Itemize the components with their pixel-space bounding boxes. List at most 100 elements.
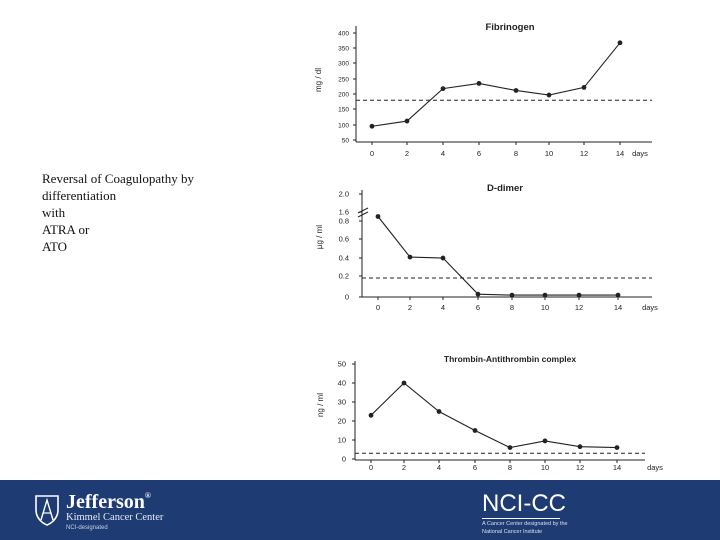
y-tick-label: 200 — [338, 92, 349, 99]
axis-break-mark — [357, 211, 369, 218]
x-tick-label: 10 — [541, 463, 549, 472]
x-tick-label: 6 — [476, 303, 480, 312]
x-tick-label: 8 — [508, 463, 512, 472]
axis-break-mark — [357, 207, 369, 214]
x-tick-label: 12 — [575, 303, 583, 312]
x-axis-label: days — [632, 149, 648, 158]
series-line — [371, 42, 621, 127]
data-point — [440, 255, 446, 261]
y-tick-label: 50 — [342, 138, 350, 145]
x-tick-label: 4 — [441, 303, 445, 312]
x-axis-label: days — [647, 463, 663, 472]
slide-title-line: Reversal of Coagulopathy by — [42, 171, 194, 186]
data-point — [436, 409, 442, 414]
y-tick-label: 0.6 — [339, 235, 349, 244]
x-tick-label: 14 — [616, 149, 624, 158]
y-tick-label: 2.0 — [339, 190, 349, 199]
footer-bar: Jefferson® Kimmel Cancer Center NCI-desi… — [0, 480, 720, 540]
x-tick-label: 2 — [402, 463, 406, 472]
y-tick-label: 0 — [345, 293, 349, 302]
data-point — [581, 85, 587, 90]
nci-divider — [482, 518, 560, 519]
data-point — [401, 380, 407, 386]
x-tick-label: 8 — [510, 303, 514, 312]
x-tick-label: 12 — [576, 463, 584, 472]
nci-tagline-1: A Cancer Center designated by the — [482, 521, 568, 527]
x-tick-label: 4 — [437, 463, 441, 472]
data-point — [369, 123, 375, 129]
data-point — [576, 292, 582, 298]
series-line — [377, 216, 618, 296]
y-axis-label: mg / dl — [314, 68, 323, 92]
slide-title-line: with — [42, 205, 66, 220]
x-tick-label: 0 — [376, 303, 380, 312]
data-point — [542, 438, 548, 444]
data-point — [513, 88, 519, 93]
x-tick-label: 2 — [408, 303, 412, 312]
y-axis-label: µg / ml — [315, 225, 324, 249]
x-tick-label: 6 — [473, 463, 477, 472]
x-tick-label: 6 — [477, 149, 481, 158]
chart-title: Fibrinogen — [485, 22, 534, 33]
y-tick-label: 350 — [338, 46, 349, 53]
y-tick-label: 400 — [338, 31, 349, 38]
data-point — [472, 428, 478, 433]
data-point — [507, 445, 513, 450]
y-tick-label: 0 — [342, 455, 346, 464]
jefferson-subtitle: Kimmel Cancer Center — [66, 512, 164, 523]
data-point — [617, 40, 623, 46]
jefferson-shield-icon — [35, 495, 59, 526]
y-tick-label: 250 — [338, 77, 349, 84]
data-point — [615, 292, 621, 298]
slide-title-line: differentiation — [42, 188, 117, 203]
y-tick-label: 40 — [338, 379, 346, 388]
y-tick-label: 20 — [338, 417, 346, 426]
x-axis-label: days — [642, 303, 658, 312]
data-point — [407, 254, 413, 260]
chart-title: Thrombin-Antithrombin complex — [444, 354, 576, 364]
y-tick-label: 1.6 — [339, 208, 349, 217]
slide-title: Reversal of Coagulopathy by differentiat… — [42, 170, 242, 255]
y-tick-label: 100 — [338, 123, 349, 130]
data-point — [404, 118, 410, 124]
series-line — [370, 382, 618, 449]
data-point — [614, 445, 620, 450]
x-tick-label: 10 — [545, 149, 553, 158]
y-tick-label: 50 — [338, 360, 346, 369]
nci-cc-logo: NCI-CC — [482, 490, 566, 517]
chart-title: D-dimer — [487, 183, 523, 194]
y-tick-label: 150 — [338, 107, 349, 114]
y-tick-label: 10 — [338, 436, 346, 445]
data-point — [375, 214, 381, 219]
slide-title-line: ATRA or — [42, 222, 90, 237]
jefferson-logo-text: Jefferson® — [66, 491, 151, 513]
data-point — [475, 291, 481, 297]
x-tick-label: 8 — [514, 149, 518, 158]
slide-title-line: ATO — [42, 239, 68, 254]
data-point — [577, 444, 583, 450]
data-point — [440, 86, 446, 92]
tat-complex-chart: Thrombin-Antithrombin complex ng / ml 0 10 2… — [316, 354, 663, 472]
x-tick-label: 0 — [369, 463, 373, 472]
x-tick-label: 14 — [613, 463, 621, 472]
data-point — [476, 81, 482, 86]
x-tick-label: 12 — [580, 149, 588, 158]
x-tick-label: 10 — [541, 303, 549, 312]
jefferson-designation: NCI-designated — [66, 525, 108, 531]
nci-tagline-2: National Cancer Institute — [482, 529, 543, 535]
y-tick-label: 30 — [338, 398, 346, 407]
x-tick-label: 4 — [441, 149, 445, 158]
y-tick-label: 0.8 — [339, 217, 349, 226]
d-dimer-chart: D-dimer µg / ml 0 0.2 0.4 0.6 0.81.6 2.0 0 2 4 6 8 10… — [315, 183, 658, 312]
y-tick-label: 300 — [338, 61, 349, 68]
y-tick-label: 0.2 — [339, 272, 349, 281]
data-point — [509, 292, 515, 298]
x-tick-label: 0 — [370, 149, 374, 158]
data-point — [368, 412, 374, 418]
x-tick-label: 2 — [405, 149, 409, 158]
x-tick-label: 14 — [614, 303, 622, 312]
data-point — [546, 92, 552, 98]
y-tick-label: 0.4 — [339, 254, 349, 263]
